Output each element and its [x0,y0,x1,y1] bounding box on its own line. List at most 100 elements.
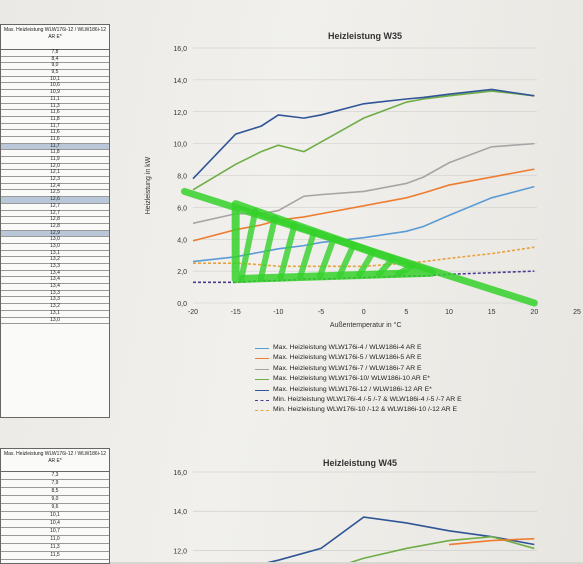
x-tick-label: 10 [445,309,453,316]
x-tick-label: 5 [404,309,408,316]
table-row: 11,8 [1,150,109,157]
x-tick-label: -20 [188,309,198,316]
table-row: 7,8 [1,49,109,57]
table-row: 11,9 [1,156,109,164]
x-tick-label: -15 [231,309,241,316]
legend-label: Min. Heizleistung WLW176i-10 /-12 & WLW1… [273,406,458,414]
chart-2-title: Heizleistung W45 [323,458,397,468]
table-row: 12,6 [1,196,109,204]
highlight-hatch [356,249,377,279]
series-line-5 [192,88,535,180]
chart-legend: Max. Heizleistung WLW176i-4 / WLW186i-4 … [255,343,555,416]
x-tick-label: -5 [318,309,324,316]
table-row: 10,9 [1,89,109,97]
legend-label: Max. Heizleistung WLW176i-10/ WLW186i-10… [273,375,430,383]
y-tick-label: 4,0 [177,237,187,244]
table-row: 9,0 [1,63,109,71]
y-tick-label: 8,0 [177,174,187,181]
table-row: 11,7 [1,123,109,131]
x-tick-label: -10 [273,309,283,316]
legend-swatch [255,410,269,412]
table-row: 10,7 [1,528,109,536]
table-row: 12,7 [1,210,109,218]
table-row: 13,4 [1,277,109,285]
chart-title: Heizleistung W35 [328,31,402,41]
table-row: 12,8 [1,223,109,231]
chart-2-series-line-2 [349,535,535,562]
table-row: 11,0 [1,536,109,544]
table-row: 11,5 [1,552,109,560]
table-row: 8,4 [1,56,109,64]
table-row: 13,1 [1,310,109,318]
table-row: 10,4 [1,520,109,528]
table-row: 13,3 [1,263,109,271]
y-tick-label: 12,0 [173,110,187,117]
table-row: 13,3 [1,290,109,298]
table-row: 13,3 [1,297,109,305]
highlight-hatch [316,235,337,280]
legend-item: Max. Heizleistung WLW176i-7 / WLW186i-7 … [255,364,555,374]
table-row: 11,1 [1,96,109,104]
table-row: 13,2 [1,257,109,264]
table-body: 7,3 7,9 8,5 9,0 9,6 10,1 10,4 10,7 11,0 11,3 11,5 [1,472,109,560]
table-row: 11,3 [1,103,109,111]
table-row: 13,0 [1,317,109,325]
chart-2-series-line-1 [266,516,535,562]
table-row: 12,8 [1,216,109,224]
legend-item: Max. Heizleistung WLW176i-5 / WLW186i-5 … [255,353,555,363]
table-row: 12,0 [1,163,109,171]
chart-2-series-line-3 [448,537,535,546]
table-row: 9,5 [1,69,109,77]
highlight-hatch [375,256,396,278]
y-axis-label: Heizleistung in kW [145,156,152,214]
highlight-hatch [238,208,259,282]
table-row: 12,1 [1,170,109,178]
highlight-hatch [277,221,298,281]
legend-label: Max. Heizleistung WLW176i-12 / WLW186i-1… [273,385,432,393]
legend-swatch [255,348,269,349]
table-header: Max. Heizleistung WLW176i-12 / WLW186i-1… [1,449,109,472]
highlight-line [180,187,538,307]
table-row: 10,1 [1,512,109,520]
y-tick-label: 14,0 [173,78,187,85]
table-row: 11,6 [1,130,109,137]
table-row: 9,6 [1,504,109,512]
table-row: 11,3 [1,544,109,552]
legend-item: Max. Heizleistung WLW176i-12 / WLW186i-1… [255,385,555,395]
table-row: 12,4 [1,183,109,191]
x-tick-label: 0 [362,309,366,316]
x-tick-label: 20 [530,309,538,316]
y-tick-label: 6,0 [177,205,187,212]
x-axis-label: Außentemperatur in °C [330,321,402,329]
legend-label: Max. Heizleistung WLW176i-7 / WLW186i-7 … [273,364,422,372]
y-tick-label: 2,0 [177,269,187,276]
table-row: 9,0 [1,496,109,504]
y-tick-label: 0,0 [177,301,187,308]
table-row: 7,3 [1,472,109,480]
legend-label: Max. Heizleistung WLW176i-5 / WLW186i-5 … [273,354,422,362]
legend-item: Min. Heizleistung WLW176i-4 /-5 /-7 & WL… [255,395,555,405]
highlight-hatch [395,262,416,277]
series-line-2 [192,168,535,242]
table-row: 10,1 [1,76,109,84]
legend-label: Min. Heizleistung WLW176i-4 /-5 /-7 & WL… [273,395,462,403]
table-row: 12,5 [1,190,109,198]
legend-swatch [255,379,269,381]
table-row: 12,9 [1,230,109,238]
capacity-table-2: Max. Heizleistung WLW176i-12 / WLW186i-1… [0,448,110,564]
highlight-hatch [257,214,278,282]
legend-swatch [255,399,269,401]
table-row: 13,0 [1,243,109,251]
table-row: 12,7 [1,203,109,211]
x-tick-label: 25 [573,309,581,316]
table-row: 11,6 [1,109,109,117]
table-row: 7,9 [1,480,109,488]
y-tick-label: 14,0 [173,509,187,516]
table-row: 11,6 [1,136,109,144]
y-tick-label: 12,0 [173,548,187,555]
table-row: 11,8 [1,116,109,124]
legend-swatch [255,368,269,370]
table-row: 11,7 [1,143,109,151]
legend-item: Min. Heizleistung WLW176i-10 /-12 & WLW1… [255,405,555,415]
